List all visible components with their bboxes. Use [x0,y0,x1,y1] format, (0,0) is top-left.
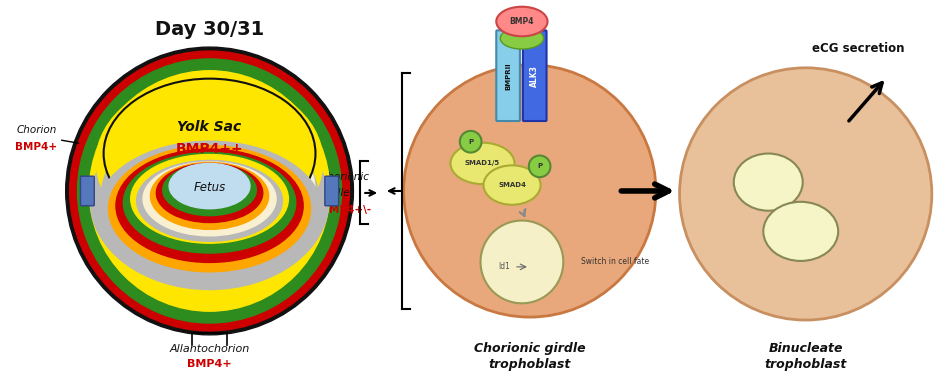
Text: Id1: Id1 [497,262,510,271]
Ellipse shape [109,146,311,272]
Text: Switch in cell fate: Switch in cell fate [581,257,649,266]
Text: Chorionic girdle: Chorionic girdle [474,342,585,355]
Text: SMAD1/5: SMAD1/5 [464,160,499,166]
Ellipse shape [116,149,303,262]
FancyBboxPatch shape [496,30,519,121]
Circle shape [77,59,341,323]
Text: Chorionic: Chorionic [321,172,369,182]
Circle shape [66,47,353,335]
Ellipse shape [96,141,323,284]
Ellipse shape [137,160,282,241]
Text: BMP4+: BMP4+ [15,142,57,152]
Text: Chorion: Chorion [16,125,57,135]
Circle shape [460,131,481,153]
Ellipse shape [156,163,262,222]
Ellipse shape [91,112,329,290]
Text: Fetus: Fetus [194,180,226,194]
Ellipse shape [150,163,268,229]
Ellipse shape [450,143,514,184]
Text: BMP4++: BMP4++ [176,142,244,156]
Text: eCG secretion: eCG secretion [811,42,903,55]
Circle shape [70,51,349,331]
Ellipse shape [104,79,315,229]
Ellipse shape [143,162,276,236]
Ellipse shape [101,119,317,272]
Text: trophoblast: trophoblast [764,358,846,371]
FancyBboxPatch shape [325,176,338,206]
Circle shape [480,221,563,303]
Ellipse shape [499,27,543,49]
Text: Yolk Sac: Yolk Sac [177,120,242,134]
Text: P: P [467,139,473,145]
Ellipse shape [483,165,540,205]
Text: Binucleate: Binucleate [767,342,842,355]
Ellipse shape [496,7,547,36]
Ellipse shape [124,153,295,253]
Text: BMP4+\-: BMP4+\- [321,205,371,215]
Text: Allantochorion: Allantochorion [169,344,249,354]
Ellipse shape [169,163,249,209]
Text: Day 30/31: Day 30/31 [155,20,264,39]
Ellipse shape [763,202,837,261]
Circle shape [90,71,329,311]
Ellipse shape [96,78,323,245]
Text: girdle: girdle [321,188,350,198]
Ellipse shape [162,164,256,216]
Ellipse shape [130,155,288,243]
Text: BMPRII: BMPRII [505,62,511,89]
Text: ALK3: ALK3 [530,65,539,87]
Circle shape [679,68,931,320]
Text: P: P [536,163,542,169]
Text: SMAD4: SMAD4 [497,182,526,188]
Text: BMP4: BMP4 [509,17,533,26]
FancyBboxPatch shape [522,30,546,121]
FancyBboxPatch shape [80,176,94,206]
Ellipse shape [108,117,314,260]
Circle shape [529,155,550,177]
Text: BMP4+: BMP4+ [187,359,231,370]
Ellipse shape [733,153,801,211]
Text: trophoblast: trophoblast [488,358,570,371]
Circle shape [403,65,655,317]
